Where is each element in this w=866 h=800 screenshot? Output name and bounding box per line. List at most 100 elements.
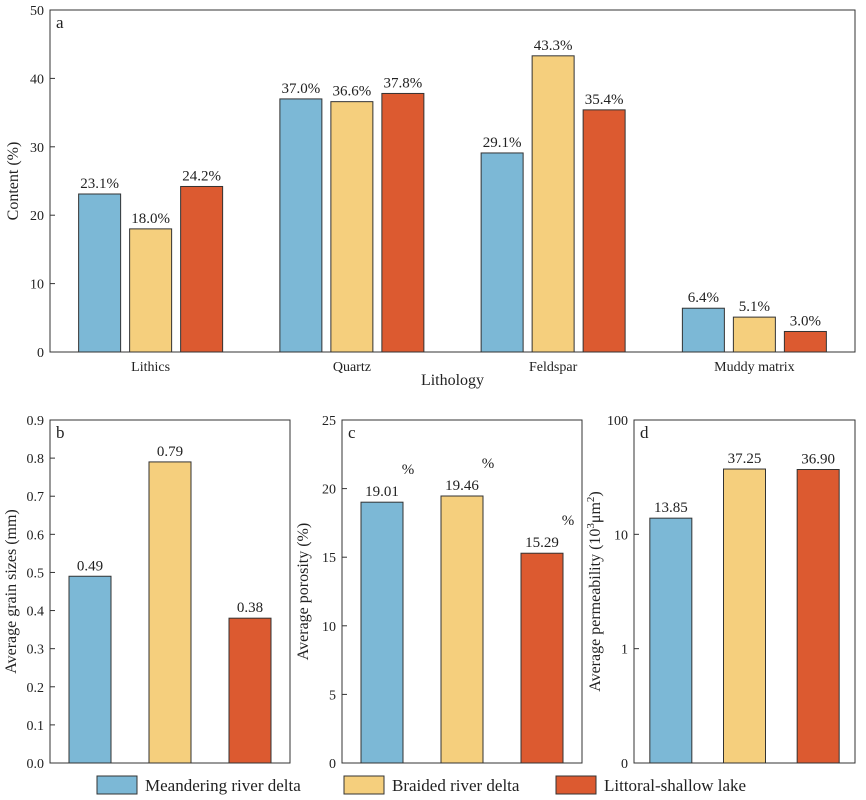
chart-panel-b: 0.0 0.1 0.2 0.3 0.4 0.5 0.6 0.7 0.8 0.9 0.49 0.79 0.…	[3, 414, 291, 772]
x-tick-label: Muddy matrix	[714, 360, 795, 375]
data-label: 0.38	[237, 600, 263, 616]
data-label: 35.4%	[585, 92, 624, 108]
y-tick-label: 0	[329, 757, 336, 772]
data-label: 19.01	[365, 484, 399, 500]
legend-label: Braided river delta	[392, 776, 520, 795]
y-tick-label: 0.9	[27, 414, 45, 429]
y-tick-label: 0	[37, 346, 44, 361]
panel-letter: b	[56, 423, 65, 442]
data-label: 37.0%	[282, 81, 321, 97]
data-label-suffix: %	[402, 462, 415, 478]
bar	[796, 469, 840, 764]
y-tick-label: 40	[30, 72, 44, 87]
data-label: 37.8%	[384, 75, 423, 91]
panel-letter: c	[348, 423, 356, 442]
y-axis-title-part: Average permeability (10	[587, 529, 604, 692]
legend-swatch	[555, 775, 597, 795]
data-label: 24.2%	[182, 168, 221, 184]
bar	[440, 495, 484, 764]
legend-swatch	[96, 775, 138, 795]
y-axis-title: Average porosity (%)	[295, 523, 312, 660]
data-label: 3.0%	[790, 313, 821, 329]
x-tick-label: Lithics	[131, 360, 170, 375]
y-tick-label: 0.7	[27, 490, 45, 505]
data-label: 23.1%	[80, 176, 119, 192]
y-tick-label: 20	[30, 209, 44, 224]
y-axis-title: Average permeability (103μm2)	[585, 491, 604, 692]
y-tick-label: 5	[329, 688, 336, 703]
data-label: 0.79	[157, 444, 183, 460]
bar	[68, 575, 112, 764]
data-label: 5.1%	[739, 299, 770, 315]
y-tick-label: 25	[322, 414, 336, 429]
legend-label: Littoral-shallow lake	[604, 776, 746, 795]
data-label-suffix: %	[562, 513, 575, 529]
y-tick-label: 0	[621, 757, 628, 772]
y-tick-label: 30	[30, 141, 44, 156]
bar	[531, 55, 575, 353]
data-label-suffix: %	[482, 456, 495, 472]
y-tick-label: 0.8	[27, 452, 45, 467]
y-tick-label: 20	[322, 483, 336, 498]
y-tick-label: 15	[322, 551, 336, 566]
bar	[148, 461, 192, 764]
bar	[78, 193, 122, 353]
y-axis-title-sup: 3	[585, 523, 597, 529]
bar	[732, 316, 776, 353]
bar	[681, 307, 725, 353]
bar	[649, 517, 693, 764]
legend-label: Meandering river delta	[145, 776, 301, 795]
bar	[783, 330, 827, 353]
y-tick-label: 100	[607, 414, 628, 429]
y-tick-label: 10	[614, 528, 628, 543]
data-label: 36.6%	[333, 84, 372, 100]
y-tick-label: 50	[30, 4, 44, 19]
data-label: 13.85	[654, 500, 688, 516]
data-label: 0.49	[77, 558, 103, 574]
bar	[279, 98, 323, 353]
data-label: 18.0%	[131, 211, 170, 227]
data-label: 36.90	[801, 452, 835, 468]
data-label: 43.3%	[534, 38, 573, 54]
legend: Meandering river delta Braided river delt…	[96, 775, 746, 795]
y-tick-label: 0.0	[27, 757, 45, 772]
y-axis-title-part: )	[587, 491, 604, 496]
y-axis-title: Average grain sizes (mm)	[3, 509, 20, 674]
y-tick-label: 0.5	[27, 566, 45, 581]
y-axis-title: Content (%)	[5, 142, 22, 221]
bar	[360, 501, 404, 764]
y-tick-label: 10	[322, 620, 336, 635]
y-tick-label: 0.4	[27, 605, 45, 620]
panel-letter: a	[56, 13, 64, 32]
y-tick-label: 0.1	[27, 719, 45, 734]
bar	[129, 228, 173, 353]
bar	[330, 101, 374, 353]
x-axis-title: Lithology	[421, 372, 484, 389]
data-label: 37.25	[728, 451, 762, 467]
data-label: 15.29	[525, 535, 559, 551]
plot-frame	[49, 9, 856, 353]
y-tick-label: 0.6	[27, 528, 45, 543]
y-tick-label: 10	[30, 278, 44, 293]
y-tick-label: 1	[621, 643, 628, 658]
bar	[723, 468, 766, 764]
data-label: 6.4%	[688, 290, 719, 306]
y-tick-label: 0.2	[27, 681, 45, 696]
chart-panel-d: 0 1 10 100 13.85 37.25 36.90 d Average permeabil…	[585, 414, 856, 772]
bar	[480, 152, 524, 353]
data-label: 19.46	[445, 478, 479, 494]
bar	[228, 617, 272, 764]
y-tick-label: 0.3	[27, 643, 45, 658]
x-tick-label: Quartz	[333, 360, 371, 375]
panel-letter: d	[640, 423, 649, 442]
y-axis-title-sup: 2	[585, 497, 597, 503]
bar	[582, 109, 626, 353]
bar	[381, 92, 425, 353]
bar	[180, 185, 224, 353]
bar	[520, 552, 564, 764]
chart-panel-a: 0 10 20 30 40 50 Lithics 23.1% 18.0% 24.2% Quartz 3…	[5, 4, 856, 389]
x-tick-label: Feldspar	[529, 360, 578, 375]
data-label: 29.1%	[483, 135, 522, 151]
